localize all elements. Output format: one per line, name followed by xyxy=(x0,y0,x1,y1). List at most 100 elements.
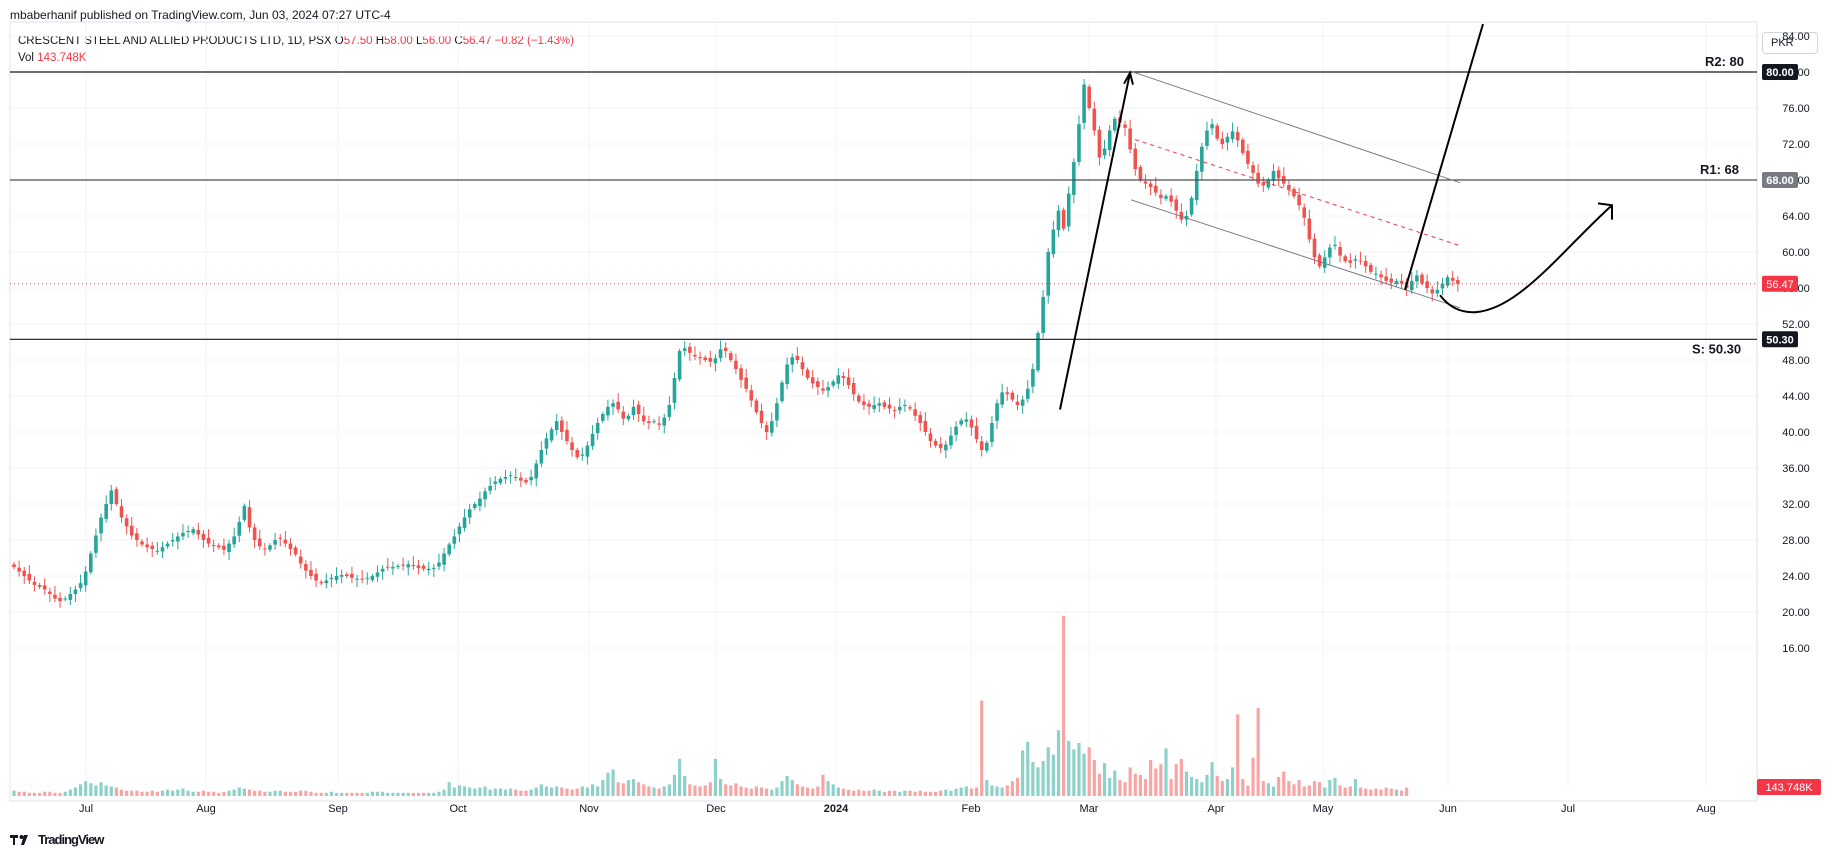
volume-bar xyxy=(698,786,702,796)
volume-bar xyxy=(836,787,840,796)
volume-bar xyxy=(130,790,134,796)
change-value: −0.82 (−1.43%) xyxy=(494,35,574,47)
price-tick-label: 84.00 xyxy=(1782,31,1810,43)
volume-bar xyxy=(381,791,385,796)
candle-body xyxy=(1343,256,1347,261)
volume-bar xyxy=(683,775,687,796)
volume-bar xyxy=(1138,774,1142,796)
volume-bar xyxy=(928,791,933,796)
candle-body xyxy=(1235,132,1240,141)
candle-body xyxy=(938,444,943,449)
candle-body xyxy=(1210,124,1214,129)
candle-body xyxy=(293,547,298,555)
volume-bar xyxy=(944,789,948,796)
candle-body xyxy=(222,545,226,550)
candle-body xyxy=(1338,246,1342,256)
candle-body xyxy=(99,517,103,534)
candle-body xyxy=(1200,146,1204,172)
candle-body xyxy=(1092,108,1097,131)
candle-body xyxy=(1333,244,1337,247)
volume-bar xyxy=(1051,754,1055,796)
candle-body xyxy=(626,415,631,420)
candle-body xyxy=(913,409,917,416)
volume-bar xyxy=(1323,787,1327,796)
candle-body xyxy=(89,553,93,573)
candle-body xyxy=(539,450,544,464)
volume-bar xyxy=(1072,749,1076,796)
open-label: O xyxy=(334,35,344,47)
volume-bar xyxy=(1348,786,1352,796)
volume-bar xyxy=(406,792,410,796)
volume-bar xyxy=(754,786,758,796)
candle-body xyxy=(729,353,733,360)
candle-body xyxy=(191,529,195,534)
volume-bar xyxy=(1087,747,1091,796)
volume-bar xyxy=(1005,785,1009,796)
candle-body xyxy=(421,565,426,569)
candle-body xyxy=(83,571,88,586)
candle-body xyxy=(954,426,958,435)
volume-bar xyxy=(596,786,600,796)
price-tick-label: 36.00 xyxy=(1782,463,1810,475)
candle-body xyxy=(1025,388,1030,399)
candle-body xyxy=(595,423,600,434)
volume-bar xyxy=(483,786,487,796)
high-value: 58.00 xyxy=(384,35,413,47)
candle-body xyxy=(769,421,774,433)
candle-body xyxy=(1056,210,1061,231)
candle-body xyxy=(621,411,626,419)
volume-bar xyxy=(795,784,799,796)
volume-bar xyxy=(831,784,835,796)
chart-frame xyxy=(9,21,1758,802)
volume-value: 143.748K xyxy=(37,52,87,64)
candle-body xyxy=(406,564,411,568)
candle-body xyxy=(150,545,155,549)
volume-bar xyxy=(237,787,241,796)
volume-bar xyxy=(48,791,52,796)
candle-body xyxy=(498,478,503,483)
candle-body xyxy=(519,477,523,481)
candle-body xyxy=(247,507,252,528)
volume-bar xyxy=(1369,789,1373,796)
volume-bar xyxy=(744,787,748,796)
candle-body xyxy=(1445,277,1450,286)
volume-bar xyxy=(877,790,881,796)
candle-body xyxy=(94,535,98,553)
price-tick-label: 16.00 xyxy=(1782,643,1810,655)
volume-legend: Vol 143.748K xyxy=(18,52,86,64)
candle-body xyxy=(186,531,190,532)
volume-bar xyxy=(862,790,866,796)
volume-bar xyxy=(1056,730,1061,796)
candle-body xyxy=(155,550,160,552)
volume-bar xyxy=(1010,781,1014,796)
volume-bar xyxy=(457,785,462,796)
candle-body xyxy=(713,358,718,364)
candle-body xyxy=(1220,138,1225,144)
candle-body xyxy=(1097,129,1102,158)
volume-bar xyxy=(621,783,625,796)
candle-body xyxy=(268,545,272,550)
volume-bar xyxy=(1092,759,1096,796)
volume-bar xyxy=(964,786,968,796)
volume-bar xyxy=(1062,615,1066,796)
candle-body xyxy=(1261,182,1266,186)
candle-body xyxy=(1123,124,1127,128)
volume-bar xyxy=(693,785,697,796)
channel-mid-line xyxy=(1134,139,1461,247)
volume-bar xyxy=(73,787,78,796)
volume-bar xyxy=(416,792,421,796)
volume-bar xyxy=(268,791,272,796)
volume-bar xyxy=(89,783,93,796)
candle-body xyxy=(1225,136,1230,143)
volume-bar xyxy=(99,782,103,796)
candle-body xyxy=(1425,281,1429,288)
price-tick-label: 32.00 xyxy=(1782,499,1810,511)
time-tick-label: Apr xyxy=(1207,803,1224,815)
volume-bar xyxy=(734,783,738,796)
currency-button[interactable]: PKR xyxy=(1762,32,1818,54)
candle-body xyxy=(257,538,262,547)
volume-bar xyxy=(934,791,938,796)
volume-bar xyxy=(503,789,508,796)
volume-bar xyxy=(816,786,820,796)
